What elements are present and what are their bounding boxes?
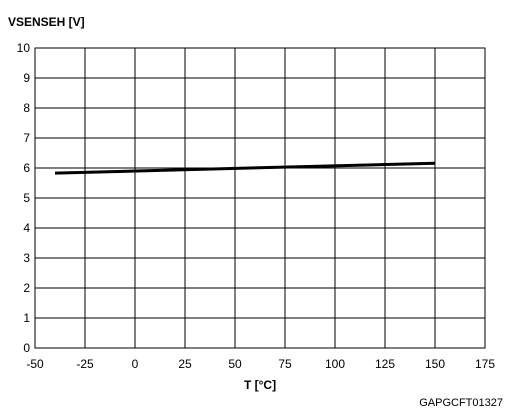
gridlines <box>35 48 485 348</box>
x-tick-label: -25 <box>76 357 94 371</box>
plot-border <box>34 47 486 349</box>
x-tick-label: 75 <box>278 357 292 371</box>
series-line <box>54 161 436 175</box>
x-tick-labels: -50 -25 0 25 50 75 100 125 150 175 <box>26 357 495 371</box>
x-tick-label: 175 <box>475 357 495 371</box>
figure-code: GAPGCFT01327 <box>419 397 503 409</box>
x-tick-label: 25 <box>178 357 192 371</box>
y-tick-label: 6 <box>23 161 30 175</box>
plot-frame <box>34 47 486 349</box>
x-axis-title: T [°C] <box>244 378 276 392</box>
y-axis-title: VSENSEH [V] <box>8 15 85 29</box>
y-tick-label: 4 <box>23 221 30 235</box>
y-tick-label: 8 <box>23 101 30 115</box>
x-tick-label: 0 <box>132 357 139 371</box>
y-tick-label: 7 <box>23 131 30 145</box>
y-tick-label: 1 <box>23 311 30 325</box>
x-tick-label: 50 <box>228 357 242 371</box>
x-tick-label: 150 <box>425 357 445 371</box>
x-tick-label: 100 <box>325 357 345 371</box>
y-tick-label: 0 <box>23 341 30 355</box>
x-tick-label: -50 <box>26 357 44 371</box>
y-tick-label: 5 <box>23 191 30 205</box>
y-tick-label: 9 <box>23 71 30 85</box>
series-group <box>54 161 436 175</box>
y-tick-label: 3 <box>23 251 30 265</box>
x-tick-label: 125 <box>375 357 395 371</box>
y-tick-label: 2 <box>23 281 30 295</box>
y-tick-label: 10 <box>17 41 31 55</box>
y-tick-labels: 0 1 2 3 4 5 6 7 8 9 10 <box>17 41 31 355</box>
